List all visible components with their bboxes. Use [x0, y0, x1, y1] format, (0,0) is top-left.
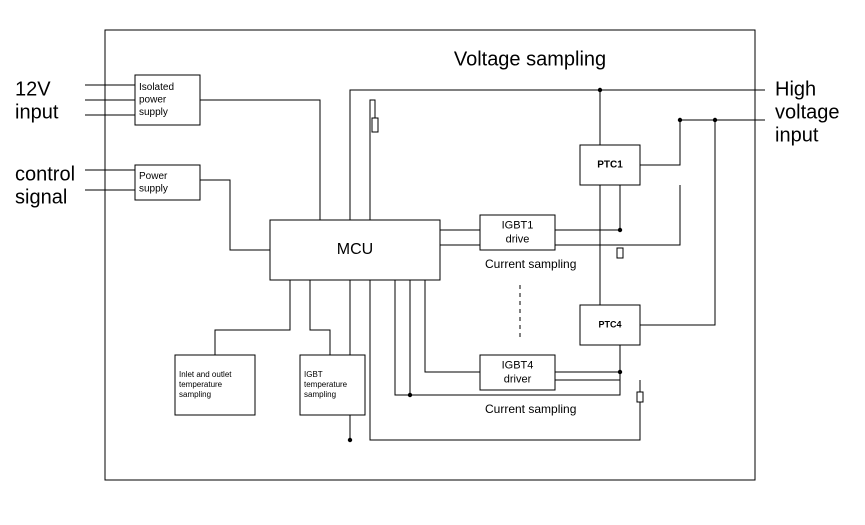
block-igbt4-label-1: driver: [504, 373, 532, 385]
external-label-hv-line-0: High: [775, 78, 816, 100]
block-iso_ps-label-0: Isolated: [139, 82, 174, 93]
block-iso_ps: Isolated powersupply: [135, 75, 200, 125]
junction-0: [598, 88, 602, 92]
external-label-in12v: 12Vinput: [15, 78, 59, 123]
block-iso_ps-label-1: power: [139, 95, 167, 106]
junction-1: [678, 118, 682, 122]
block-igbt4: IGBT4driver: [480, 355, 555, 390]
block-inlet_ts-label-2: sampling: [179, 390, 211, 399]
block-ptc4-label-0: PTC4: [598, 319, 621, 329]
title-voltage-sampling: Voltage sampling: [454, 48, 606, 70]
block-igbt_ts: IGBTtemperaturesampling: [300, 355, 365, 415]
block-ptc4: PTC4: [580, 305, 640, 345]
junction-5: [408, 393, 412, 397]
external-label-ctrl: controlsignal: [15, 163, 75, 208]
external-label-hv: Highvoltageinput: [775, 78, 840, 146]
block-igbt_ts-label-1: temperature: [304, 380, 348, 389]
block-igbt1: IGBT1drive: [480, 215, 555, 250]
block-ptc1-label-0: PTC1: [597, 160, 623, 171]
wire-20: [425, 280, 480, 372]
block-mcu: MCU: [270, 220, 440, 280]
sense-resistor-2: [637, 392, 643, 402]
block-ptc1: PTC1: [580, 145, 640, 185]
block-igbt4-label-0: IGBT4: [502, 360, 534, 372]
block-igbt1-label-0: IGBT1: [502, 220, 534, 232]
external-label-hv-line-2: input: [775, 124, 819, 146]
wire-6: [200, 180, 270, 250]
external-label-ctrl-line-0: control: [15, 163, 75, 185]
wire-8: [310, 280, 330, 355]
wire-5: [200, 100, 320, 220]
block-ps-label-0: Power: [139, 171, 168, 182]
block-inlet_ts-label-1: temperature: [179, 380, 223, 389]
block-ps-label-1: supply: [139, 183, 168, 194]
external-label-in12v-line-0: 12V: [15, 78, 51, 100]
block-igbt1-label-1: drive: [506, 233, 530, 245]
junction-6: [348, 438, 352, 442]
wire-16: [640, 120, 715, 325]
block-igbt_ts-label-2: sampling: [304, 390, 336, 399]
block-mcu-label-0: MCU: [337, 241, 373, 258]
block-inlet_ts-label-0: Inlet and outlet: [179, 370, 232, 379]
wire-15: [640, 120, 765, 165]
block-ps: Powersupply: [135, 165, 200, 200]
block-inlet_ts: Inlet and outlettemperaturesampling: [175, 355, 255, 415]
junction-2: [713, 118, 717, 122]
external-label-hv-line-1: voltage: [775, 101, 840, 123]
block-iso_ps-label-2: supply: [139, 107, 168, 118]
external-label-ctrl-line-1: signal: [15, 186, 67, 208]
junction-3: [618, 228, 622, 232]
external-label-in12v-line-1: input: [15, 101, 59, 123]
sense-resistor-1: [617, 248, 623, 258]
sense-resistor-0: [372, 118, 378, 132]
wire-7: [215, 280, 290, 355]
junction-4: [618, 370, 622, 374]
wire-13: [555, 185, 620, 230]
block-igbt_ts-label-0: IGBT: [304, 370, 323, 379]
label-cs2: Current sampling: [485, 402, 576, 416]
wire-12: [440, 185, 680, 245]
wire-19: [555, 345, 620, 380]
label-cs1: Current sampling: [485, 257, 576, 271]
wire-9: [350, 90, 765, 220]
